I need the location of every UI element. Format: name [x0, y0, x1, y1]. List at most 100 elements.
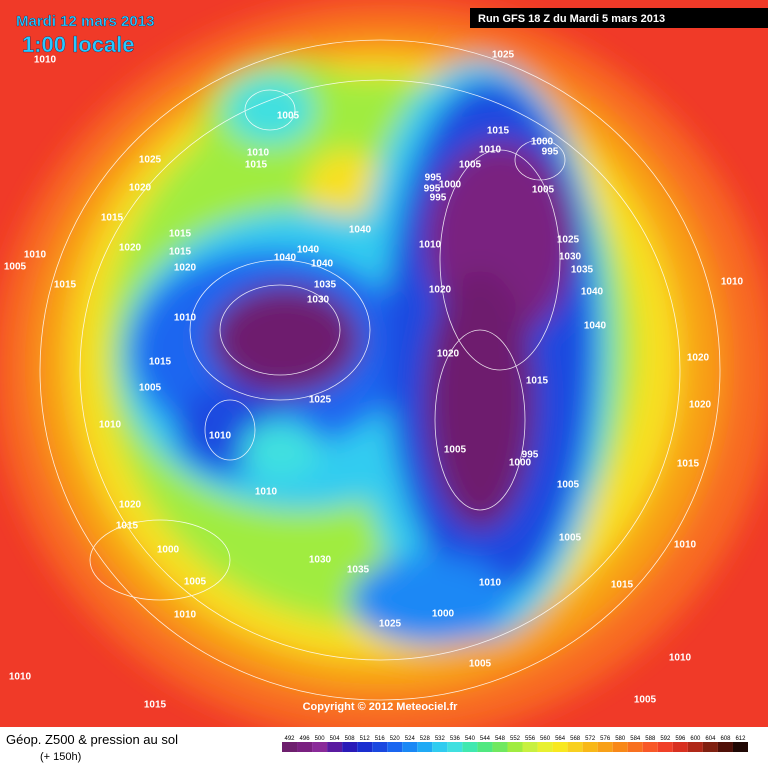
isobar-label: 1015 — [526, 376, 549, 387]
isobar-label: 1010 — [721, 277, 744, 288]
isobar-label: 1025 — [492, 50, 515, 61]
isobar-label: 1015 — [487, 126, 510, 137]
colorbar-label: 564 — [555, 736, 566, 742]
isobar-label: 1010 — [24, 250, 47, 261]
isobar-label: 1000 — [432, 609, 455, 620]
colorbar-swatch — [372, 742, 388, 752]
date: Mardi 12 mars 2013 — [16, 13, 154, 30]
isobar-label: 1020 — [437, 349, 460, 360]
isobar-label: 1040 — [297, 245, 320, 256]
colorbar-swatch — [627, 742, 643, 752]
colorbar-label: 492 — [285, 736, 296, 742]
colorbar-swatch — [282, 742, 298, 752]
colorbar-swatch — [642, 742, 658, 752]
colorbar-swatch — [327, 742, 343, 752]
copyright: Copyright © 2012 Meteociel.fr — [303, 701, 459, 713]
isobar-label: 995 — [522, 450, 539, 461]
isobar-label: 1010 — [99, 420, 122, 431]
isobar-label: 1015 — [116, 521, 139, 532]
colorbar-label: 548 — [495, 736, 506, 742]
isobar-label: 1005 — [559, 533, 582, 544]
isobar-label: 1015 — [54, 280, 77, 291]
isobar-label: 1000 — [509, 458, 532, 469]
isobar-label: 995 — [430, 193, 447, 204]
isobar-label: 1005 — [184, 577, 207, 588]
isobar-label: 1020 — [429, 285, 452, 296]
colorbar-label: 592 — [660, 736, 671, 742]
colorbar-label: 520 — [390, 736, 401, 742]
isobar-label: 1010 — [479, 145, 502, 156]
isobar-label: 1005 — [469, 659, 492, 670]
isobar-label: 1010 — [209, 431, 232, 442]
isobar-label: 1015 — [611, 580, 634, 591]
isobar-label: 1005 — [557, 480, 580, 491]
isobar-label: 995 — [424, 184, 441, 195]
isobar-label: 1010 — [419, 240, 442, 251]
isobar-labels: 1010 102510051025101010151020101510151020… — [4, 50, 744, 711]
colorbar-swatch — [597, 742, 613, 752]
colorbar-label: 596 — [675, 736, 686, 742]
footer-subtitle: (+ 150h) — [40, 751, 81, 763]
isobar-label: 1025 — [139, 155, 162, 166]
isobar-label: 1005 — [139, 383, 162, 394]
isobar-label: 1005 — [532, 185, 555, 196]
colorbar-swatch — [732, 742, 748, 752]
isobar-label: 1005 — [634, 695, 657, 706]
isobar-label: 1015 — [169, 247, 192, 258]
isobar-label: 1030 — [559, 252, 582, 263]
colorbar-swatch — [432, 742, 448, 752]
colorbar-swatch — [702, 742, 718, 752]
colorbar-label: 604 — [705, 736, 716, 742]
colorbar-swatch — [402, 742, 418, 752]
isobar-label: 1000 — [531, 137, 554, 148]
isobar-label: 1035 — [571, 265, 594, 276]
colorbar-label: 532 — [435, 736, 446, 742]
colorbar-swatch — [492, 742, 508, 752]
isobar-label: 1025 — [379, 619, 402, 630]
isobar-label: 1025 — [557, 235, 580, 246]
colorbar-swatch — [447, 742, 463, 752]
isobar-label: 1000 — [157, 545, 180, 556]
isobar-label: 1020 — [174, 263, 197, 274]
isobar-label: 1015 — [144, 700, 167, 711]
isobar-label: 1015 — [245, 160, 268, 171]
colorbar-swatch — [687, 742, 703, 752]
isobar-label: 1040 — [581, 287, 604, 298]
colorbar-label: 572 — [585, 736, 596, 742]
colorbar-swatch — [552, 742, 568, 752]
colorbar-label: 504 — [330, 736, 341, 742]
colorbar-label: 560 — [540, 736, 551, 742]
isobar-label: 1030 — [307, 295, 330, 306]
isobar-label: 1035 — [314, 280, 337, 291]
geopotential-field — [0, 0, 768, 727]
isobar-label: 1040 — [274, 253, 297, 264]
isobar-label: 995 — [542, 147, 559, 158]
colorbar-swatch — [462, 742, 478, 752]
isobar-label: 1000 — [439, 180, 462, 191]
isobar-label: 1015 — [169, 229, 192, 240]
colorbar-swatch — [417, 742, 433, 752]
colorbar-swatch — [717, 742, 733, 752]
isobar-label: 1040 — [584, 321, 607, 332]
isobar-label: 1015 — [677, 459, 700, 470]
isobar-label: 1010 — [255, 487, 278, 498]
isobar-label: 1015 — [149, 357, 172, 368]
colorbar-swatch — [657, 742, 673, 752]
colorbar-label: 508 — [345, 736, 356, 742]
isobar-label: 1010 — [247, 148, 270, 159]
colorbar-swatch — [582, 742, 598, 752]
colorbar-swatch — [312, 742, 328, 752]
colorbar-swatch — [387, 742, 403, 752]
isobar-label: 995 — [425, 173, 442, 184]
run-info: Run GFS 18 Z du Mardi 5 mars 2013 — [478, 13, 665, 25]
colorbar-label: 576 — [600, 736, 611, 742]
colorbar-label: 544 — [480, 736, 491, 742]
isobar-label: 1020 — [129, 183, 152, 194]
colorbar-label: 588 — [645, 736, 656, 742]
isobar-label: 1035 — [347, 565, 370, 576]
isobar-label: 1005 — [444, 445, 467, 456]
time: 1:00 locale — [22, 32, 135, 57]
isobar-label: 1005 — [4, 262, 27, 273]
